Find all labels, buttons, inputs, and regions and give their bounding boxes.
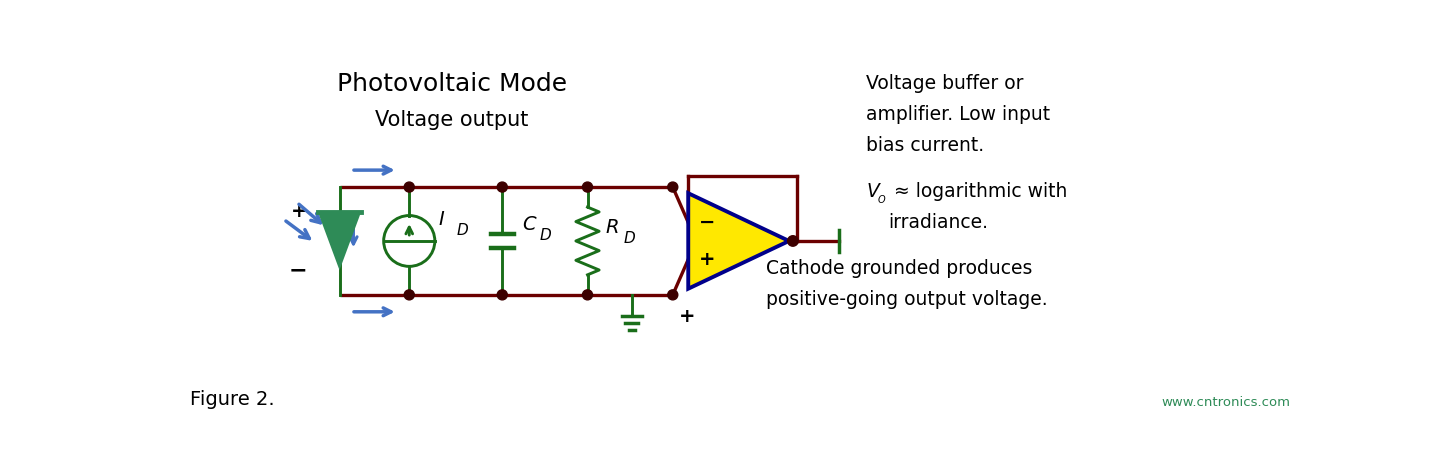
Circle shape (788, 236, 798, 246)
Circle shape (405, 182, 415, 192)
Text: Photovoltaic Mode: Photovoltaic Mode (337, 72, 566, 96)
Text: bias current.: bias current. (867, 136, 984, 155)
Text: −: − (699, 213, 715, 232)
Text: positive-going output voltage.: positive-going output voltage. (766, 290, 1048, 309)
Text: +: + (292, 202, 308, 221)
Text: amplifier. Low input: amplifier. Low input (867, 105, 1051, 124)
Text: $C$: $C$ (522, 214, 538, 234)
Polygon shape (688, 193, 789, 289)
Text: ≈ logarithmic with: ≈ logarithmic with (889, 182, 1068, 201)
Circle shape (582, 290, 592, 300)
Text: $I$: $I$ (438, 210, 445, 229)
Circle shape (668, 182, 678, 192)
Text: Figure 2.: Figure 2. (189, 390, 275, 409)
Circle shape (668, 290, 678, 300)
Text: $_O$: $_O$ (877, 192, 887, 206)
Text: www.cntronics.com: www.cntronics.com (1162, 396, 1290, 409)
Text: $D$: $D$ (623, 230, 636, 246)
Text: $D$: $D$ (455, 222, 468, 238)
Text: −: − (289, 260, 308, 280)
Text: $D$: $D$ (539, 227, 552, 243)
Circle shape (497, 290, 507, 300)
Text: +: + (699, 250, 715, 269)
Text: +: + (679, 307, 695, 326)
Text: Voltage buffer or: Voltage buffer or (867, 74, 1025, 94)
Circle shape (497, 182, 507, 192)
Circle shape (405, 290, 415, 300)
Text: irradiance.: irradiance. (889, 213, 988, 232)
Text: $V$: $V$ (867, 182, 883, 201)
Text: Voltage output: Voltage output (376, 110, 529, 130)
Circle shape (582, 182, 592, 192)
Text: Cathode grounded produces: Cathode grounded produces (766, 259, 1032, 278)
Text: $R$: $R$ (604, 218, 618, 237)
Polygon shape (318, 212, 361, 270)
